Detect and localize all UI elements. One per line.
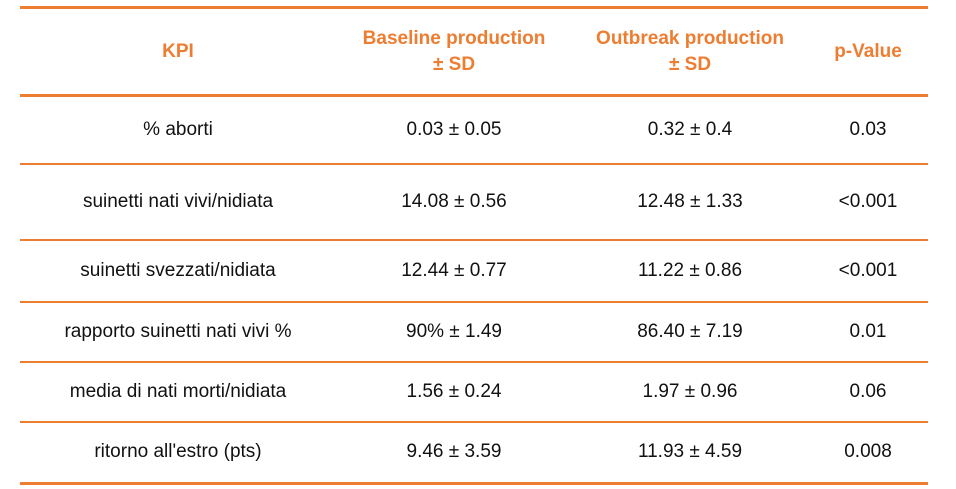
cell-outbreak: 1.97 ± 0.96 [572,361,808,423]
cell-baseline: 0.03 ± 0.05 [336,95,572,165]
table-row: suinetti nati vivi/nidiata 14.08 ± 0.56 … [20,163,928,241]
header-baseline: Baseline production ± SD [336,6,572,97]
header-p-value: p-Value [808,6,928,97]
cell-kpi: rapporto suinetti nati vivi % [20,301,336,363]
cell-p-value: <0.001 [808,163,928,241]
cell-outbreak: 0.32 ± 0.4 [572,95,808,165]
header-outbreak: Outbreak production ± SD [572,6,808,97]
cell-outbreak: 86.40 ± 7.19 [572,301,808,363]
table-row: rapporto suinetti nati vivi % 90% ± 1.49… [20,301,928,363]
cell-kpi: % aborti [20,95,336,165]
table-row: ritorno all'estro (pts) 9.46 ± 3.59 11.9… [20,421,928,485]
cell-kpi: suinetti svezzati/nidiata [20,239,336,303]
cell-baseline: 14.08 ± 0.56 [336,163,572,241]
cell-kpi: suinetti nati vivi/nidiata [20,163,336,241]
header-baseline-line2: ± SD [432,53,476,75]
header-row: KPI Baseline production ± SD Outbreak pr… [20,6,928,97]
header-p-value-label: p-Value [834,40,902,62]
cell-kpi: media di nati morti/nidiata [20,361,336,423]
cell-p-value: 0.01 [808,301,928,363]
header-kpi: KPI [20,6,336,97]
table-row: media di nati morti/nidiata 1.56 ± 0.24 … [20,361,928,423]
cell-baseline: 12.44 ± 0.77 [336,239,572,303]
cell-baseline: 90% ± 1.49 [336,301,572,363]
cell-baseline: 1.56 ± 0.24 [336,361,572,423]
cell-outbreak: 11.93 ± 4.59 [572,421,808,485]
header-kpi-label: KPI [162,40,194,62]
cell-kpi: ritorno all'estro (pts) [20,421,336,485]
cell-baseline: 9.46 ± 3.59 [336,421,572,485]
cell-outbreak: 12.48 ± 1.33 [572,163,808,241]
header-outbreak-line1: Outbreak production [596,27,784,49]
kpi-table: KPI Baseline production ± SD Outbreak pr… [20,6,928,485]
cell-p-value: 0.06 [808,361,928,423]
cell-p-value: 0.008 [808,421,928,485]
cell-outbreak: 11.22 ± 0.86 [572,239,808,303]
table-header: KPI Baseline production ± SD Outbreak pr… [20,6,928,97]
header-outbreak-line2: ± SD [668,53,712,75]
table-row: suinetti svezzati/nidiata 12.44 ± 0.77 1… [20,239,928,303]
table-row: % aborti 0.03 ± 0.05 0.32 ± 0.4 0.03 [20,95,928,165]
table-body: % aborti 0.03 ± 0.05 0.32 ± 0.4 0.03 sui… [20,95,928,485]
cell-p-value: <0.001 [808,239,928,303]
header-baseline-line1: Baseline production [362,27,546,49]
cell-p-value: 0.03 [808,95,928,165]
